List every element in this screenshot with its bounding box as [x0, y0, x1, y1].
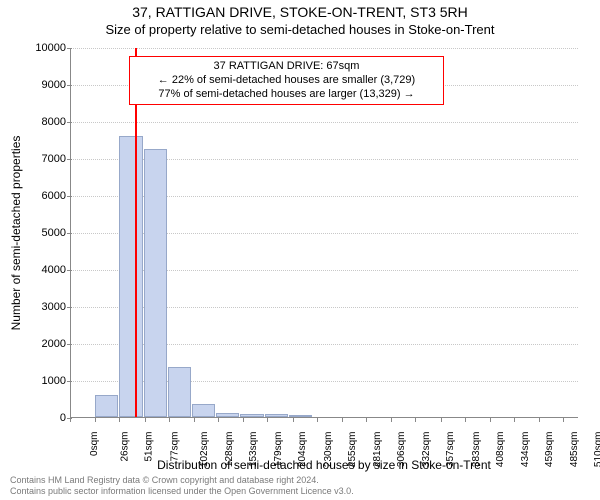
x-tick-mark: [169, 418, 170, 422]
x-tick-mark: [366, 418, 367, 422]
gridline: [71, 122, 578, 123]
y-tick-label: 1000: [6, 375, 66, 387]
histogram-bar: [265, 414, 288, 417]
page-title-address: 37, RATTIGAN DRIVE, STOKE-ON-TRENT, ST3 …: [0, 4, 600, 20]
histogram-bar: [144, 149, 167, 417]
y-tick-label: 9000: [6, 79, 66, 91]
x-tick-mark: [342, 418, 343, 422]
gridline: [71, 48, 578, 49]
x-tick-mark: [465, 418, 466, 422]
y-tick-label: 4000: [6, 264, 66, 276]
y-tick-label: 7000: [6, 153, 66, 165]
y-tick-label: 0: [6, 412, 66, 424]
x-tick-mark: [415, 418, 416, 422]
x-tick-label: 77sqm: [169, 432, 180, 462]
annotation-line: 77% of semi-detached houses are larger (…: [136, 88, 437, 102]
page-subtitle: Size of property relative to semi-detach…: [0, 22, 600, 37]
x-tick-label: 510sqm: [594, 432, 600, 468]
y-tick-label: 5000: [6, 227, 66, 239]
histogram-plot: 37 RATTIGAN DRIVE: 67sqm← 22% of semi-de…: [70, 48, 578, 418]
histogram-bar: [240, 414, 263, 417]
x-tick-mark: [317, 418, 318, 422]
annotation-box: 37 RATTIGAN DRIVE: 67sqm← 22% of semi-de…: [129, 56, 444, 105]
x-tick-mark: [95, 418, 96, 422]
footer-line-2: Contains public sector information licen…: [10, 486, 354, 497]
x-tick-mark: [539, 418, 540, 422]
x-tick-mark: [563, 418, 564, 422]
x-tick-mark: [70, 418, 71, 422]
annotation-line: 37 RATTIGAN DRIVE: 67sqm: [136, 60, 437, 74]
histogram-bar: [119, 136, 142, 417]
footer-line-1: Contains HM Land Registry data © Crown c…: [10, 475, 354, 486]
y-tick-label: 2000: [6, 338, 66, 350]
y-tick-label: 10000: [6, 42, 66, 54]
annotation-line: ← 22% of semi-detached houses are smalle…: [136, 74, 437, 88]
x-tick-mark: [490, 418, 491, 422]
x-tick-mark: [391, 418, 392, 422]
histogram-bar: [216, 413, 239, 417]
x-tick-mark: [145, 418, 146, 422]
x-tick-mark: [243, 418, 244, 422]
x-tick-mark: [119, 418, 120, 422]
x-tick-mark: [194, 418, 195, 422]
x-tick-label: 0sqm: [89, 432, 100, 456]
histogram-bar: [168, 367, 191, 417]
x-axis-label: Distribution of semi-detached houses by …: [70, 458, 578, 472]
y-tick-label: 3000: [6, 301, 66, 313]
x-tick-mark: [218, 418, 219, 422]
x-tick-mark: [293, 418, 294, 422]
x-tick-mark: [267, 418, 268, 422]
histogram-bar: [289, 415, 312, 417]
histogram-bar: [192, 404, 215, 417]
y-tick-label: 8000: [6, 116, 66, 128]
histogram-bar: [95, 395, 118, 417]
x-tick-label: 26sqm: [120, 432, 131, 462]
x-tick-label: 51sqm: [144, 432, 155, 462]
attribution-footer: Contains HM Land Registry data © Crown c…: [10, 475, 354, 497]
x-tick-mark: [441, 418, 442, 422]
y-tick-label: 6000: [6, 190, 66, 202]
x-tick-mark: [514, 418, 515, 422]
